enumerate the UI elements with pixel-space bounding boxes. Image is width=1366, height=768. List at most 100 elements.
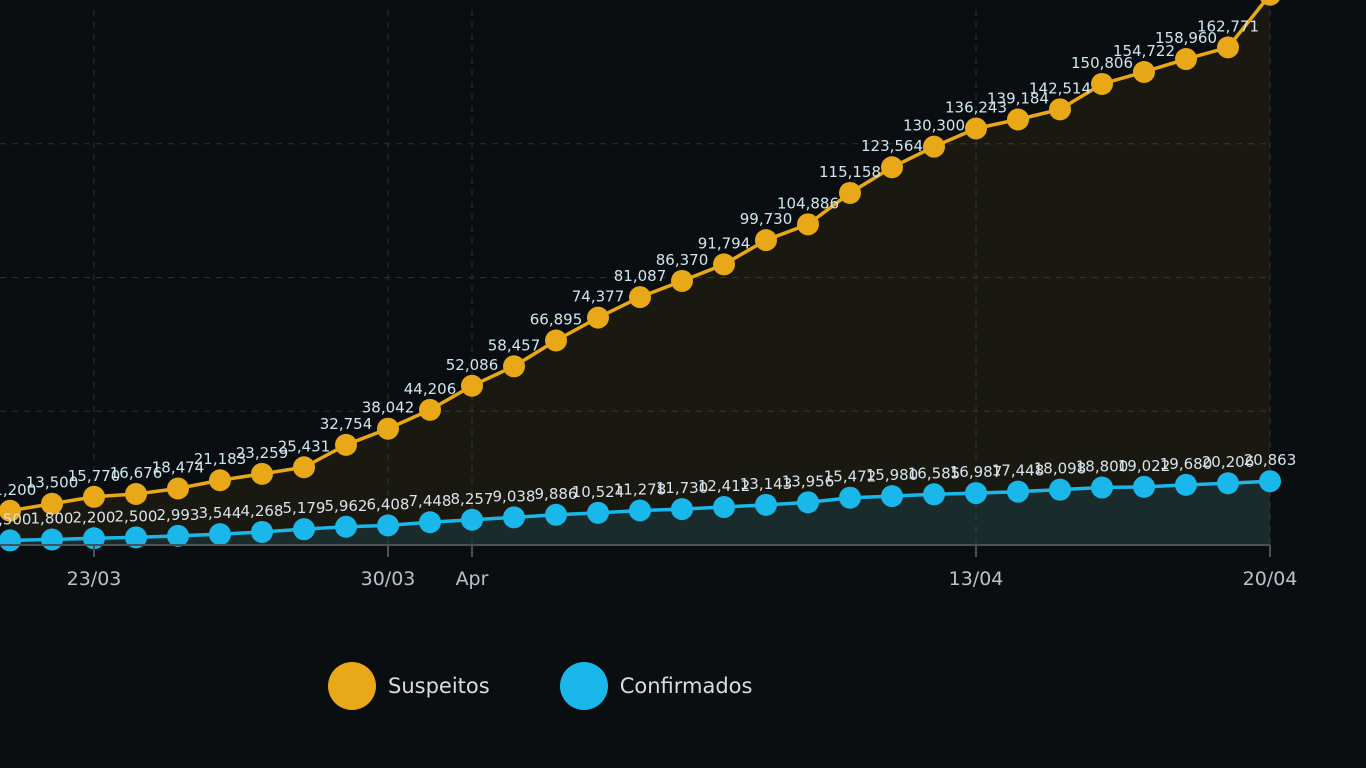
data-point	[419, 398, 441, 421]
data-label: 1,800	[31, 509, 74, 527]
data-point	[545, 329, 567, 352]
data-label: 154,722	[1113, 42, 1175, 60]
x-tick-label: 20/04	[1243, 568, 1298, 590]
data-label: 158,960	[1155, 29, 1217, 47]
data-label: 44,206	[404, 380, 457, 398]
data-point	[419, 511, 441, 534]
legend-swatch-confirmados	[559, 662, 608, 710]
legend-item-confirmados[interactable]: Confirmados	[559, 662, 752, 710]
legend-label: Suspeitos	[388, 674, 490, 698]
data-point	[377, 417, 399, 440]
data-label: 18,800	[1076, 458, 1129, 476]
data-point	[671, 498, 693, 521]
data-point	[209, 523, 231, 546]
data-label: 13,500	[26, 474, 79, 492]
data-point	[125, 483, 147, 506]
legend: Suspeitos Confirmados	[328, 662, 752, 710]
data-label: 142,514	[1029, 79, 1091, 97]
data-point	[335, 433, 357, 456]
data-point	[209, 469, 231, 492]
data-point	[1260, 0, 1280, 6]
data-label: 25,431	[278, 437, 331, 455]
data-point	[1217, 36, 1239, 59]
data-label: 18,474	[152, 459, 205, 477]
data-point	[923, 135, 945, 158]
data-label: 136,243	[945, 98, 1007, 116]
data-label: 15,770	[68, 467, 121, 485]
data-label: 8,257	[451, 490, 494, 508]
data-point	[881, 485, 903, 508]
x-tick-label: Apr	[456, 568, 489, 590]
data-label: 9,886	[535, 485, 578, 503]
data-point	[755, 229, 777, 252]
data-label: 16,585	[908, 464, 961, 482]
data-label: 150,806	[1071, 54, 1133, 72]
data-label: 13,143	[740, 475, 793, 493]
data-point	[755, 493, 777, 516]
data-point	[629, 286, 651, 309]
data-label: 9,038	[493, 487, 536, 505]
data-point	[1091, 476, 1113, 499]
data-point	[461, 508, 483, 531]
data-point	[83, 527, 105, 550]
data-label: 16,676	[110, 464, 163, 482]
data-label: 15,980	[866, 466, 919, 484]
data-label: 2,500	[115, 507, 158, 525]
x-tick-label: 13/04	[949, 568, 1004, 590]
data-point	[0, 529, 21, 552]
data-point	[167, 524, 189, 547]
data-label: 66,895	[530, 310, 583, 328]
data-point	[167, 477, 189, 500]
data-point	[503, 355, 525, 378]
legend-item-suspeitos[interactable]: Suspeitos	[328, 662, 490, 710]
data-point	[587, 306, 609, 329]
data-label: 2,993	[157, 506, 200, 524]
data-label: 19,680	[1160, 455, 1213, 473]
data-point	[797, 491, 819, 514]
data-point	[251, 520, 273, 543]
data-label: 20,206	[1202, 453, 1255, 471]
data-point	[545, 503, 567, 526]
data-point	[839, 486, 861, 509]
data-label: 38,042	[362, 399, 415, 417]
data-label: 58,457	[488, 336, 541, 354]
data-label: 12,412	[698, 477, 751, 495]
data-label: 10,524	[572, 483, 625, 501]
data-point	[1007, 108, 1029, 131]
data-label: 19,022	[1118, 457, 1171, 475]
data-label: 1,500	[0, 510, 31, 528]
data-point	[881, 156, 903, 179]
data-point	[293, 456, 315, 479]
line-chart: 11,20013,50015,77016,67618,47421,18323,2…	[0, 0, 1298, 590]
data-point	[671, 269, 693, 292]
data-label: 139,184	[987, 89, 1049, 107]
data-label: 18,098	[1034, 460, 1087, 478]
data-point	[251, 462, 273, 485]
data-point	[1133, 60, 1155, 83]
data-point	[797, 213, 819, 236]
data-point	[1175, 473, 1197, 496]
data-point	[629, 499, 651, 522]
data-point	[503, 506, 525, 529]
data-label: 11,200	[0, 481, 36, 499]
data-point	[1049, 478, 1071, 501]
data-label: 115,158	[819, 163, 881, 181]
data-label: 52,086	[446, 356, 499, 374]
data-point	[335, 515, 357, 538]
data-label: 7,448	[409, 492, 452, 510]
data-point	[923, 483, 945, 506]
data-point	[713, 496, 735, 519]
data-label: 13,956	[782, 472, 835, 490]
data-point	[1259, 470, 1281, 493]
x-tick-label: 23/03	[67, 568, 122, 590]
data-point	[41, 492, 63, 515]
data-point	[1217, 472, 1239, 495]
data-label: 20,863	[1244, 451, 1297, 469]
data-label: 17,448	[992, 462, 1045, 480]
data-label: 2,200	[73, 508, 116, 526]
data-point	[461, 374, 483, 397]
data-point	[0, 499, 21, 522]
data-label: 11,730	[656, 479, 709, 497]
data-label: 86,370	[656, 251, 709, 269]
data-label: 21,183	[194, 450, 247, 468]
